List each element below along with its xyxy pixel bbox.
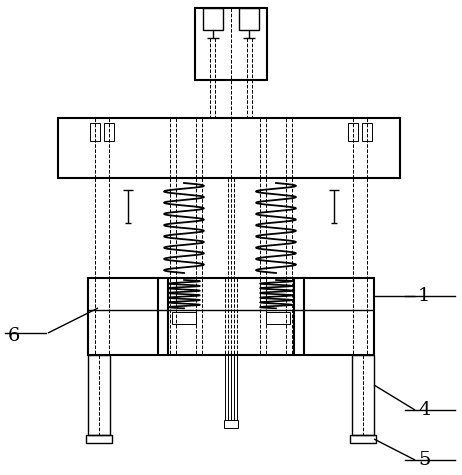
Text: 1: 1 [418,287,431,305]
Bar [58,118,400,178]
Text: 5: 5 [418,451,431,469]
Bar [90,123,100,141]
Bar [348,123,358,141]
Text: 4: 4 [418,401,431,419]
Bar [195,8,267,80]
Bar [88,278,374,355]
Bar [350,435,376,443]
Bar [86,435,112,443]
Bar [352,355,374,435]
Bar [224,420,238,428]
Text: 6: 6 [8,327,20,345]
Bar [203,8,223,30]
Bar [266,313,290,324]
Bar [239,8,259,30]
Bar [362,123,372,141]
Bar [104,123,114,141]
Bar [88,355,110,435]
Bar [172,313,196,324]
